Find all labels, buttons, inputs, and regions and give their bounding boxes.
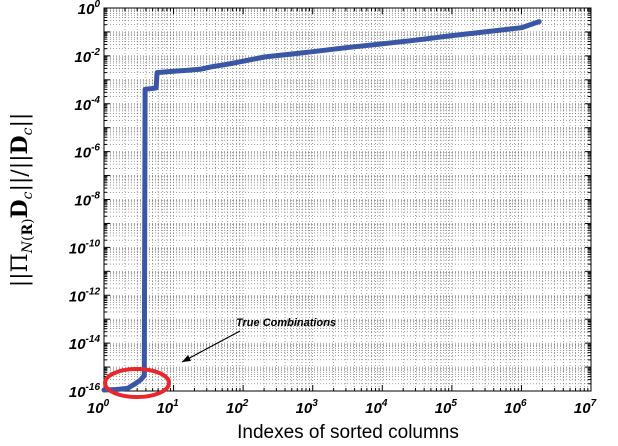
series-line-0: [101, 19, 542, 393]
series-group: [101, 19, 542, 393]
y-axis-label: ||ΠN(R)Dc||/||Dc||: [7, 113, 36, 288]
annotation-arrow: [181, 330, 241, 363]
x-tick-label: 105: [435, 398, 458, 417]
y-tick-label: 10-12: [69, 286, 101, 305]
svg-text:||ΠN(R)Dc||/||Dc||: ||ΠN(R)Dc||/||Dc||: [7, 113, 36, 288]
y-tick-label: 10-2: [74, 47, 100, 66]
x-tick-label: 102: [226, 398, 249, 417]
x-tick-labels: 100 101 102 103 104 105 106 107: [87, 398, 597, 417]
chart-grid: [104, 8, 591, 391]
annotation-label: True Combinations: [236, 317, 336, 329]
x-axis-label: Indexes of sorted columns: [237, 422, 459, 443]
annotation-arrowhead: [182, 355, 191, 362]
y-tick-label: 10-10: [69, 238, 101, 257]
y-tick-label: 10-16: [69, 382, 101, 401]
y-tick-label: 10-6: [74, 143, 100, 162]
y-tick-label: 10-4: [74, 95, 100, 114]
x-tick-label: 104: [365, 398, 388, 417]
y-tick-labels: 10-16 10-14 10-12 10-10 10-8 10-6 10-4 10-2 100: [69, 0, 101, 401]
true-combinations-circle: [103, 367, 171, 399]
y-tick-label: 10-14: [69, 334, 101, 353]
x-tick-label: 106: [504, 398, 527, 417]
annotations: True Combinations: [103, 317, 336, 399]
y-tick-label: 10-8: [74, 191, 100, 210]
x-tick-label: 103: [296, 398, 319, 417]
y-tick-label: 100: [78, 0, 101, 18]
x-tick-label: 107: [574, 398, 597, 417]
x-tick-label: 100: [87, 398, 110, 417]
x-tick-label: 101: [156, 398, 179, 417]
